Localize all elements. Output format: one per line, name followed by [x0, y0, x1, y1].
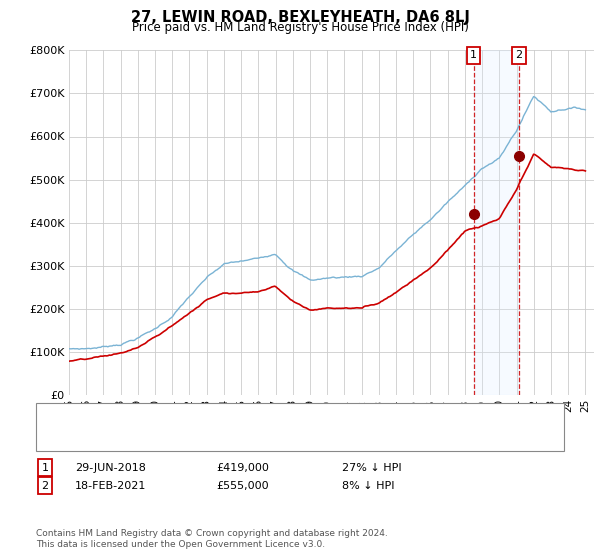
Text: 2: 2: [515, 50, 522, 60]
Text: 27, LEWIN ROAD, BEXLEYHEATH, DA6 8LJ (detached house): 27, LEWIN ROAD, BEXLEYHEATH, DA6 8LJ (de…: [81, 412, 390, 422]
Text: ——: ——: [49, 432, 77, 446]
Text: 27% ↓ HPI: 27% ↓ HPI: [342, 463, 401, 473]
Text: £555,000: £555,000: [216, 480, 269, 491]
Text: Price paid vs. HM Land Registry's House Price Index (HPI): Price paid vs. HM Land Registry's House …: [131, 21, 469, 34]
Text: 1: 1: [470, 50, 477, 60]
Text: 8% ↓ HPI: 8% ↓ HPI: [342, 480, 395, 491]
Text: Contains HM Land Registry data © Crown copyright and database right 2024.
This d: Contains HM Land Registry data © Crown c…: [36, 529, 388, 549]
Text: 2: 2: [41, 480, 49, 491]
Text: ——: ——: [49, 409, 77, 423]
Text: 27, LEWIN ROAD, BEXLEYHEATH, DA6 8LJ: 27, LEWIN ROAD, BEXLEYHEATH, DA6 8LJ: [131, 10, 469, 25]
Bar: [473, 50, 518, 395]
Text: 1: 1: [41, 463, 49, 473]
Text: 29-JUN-2018: 29-JUN-2018: [75, 463, 146, 473]
Text: 18-FEB-2021: 18-FEB-2021: [75, 480, 146, 491]
Text: £419,000: £419,000: [216, 463, 269, 473]
Text: HPI: Average price, detached house, Bexley: HPI: Average price, detached house, Bexl…: [81, 434, 309, 444]
